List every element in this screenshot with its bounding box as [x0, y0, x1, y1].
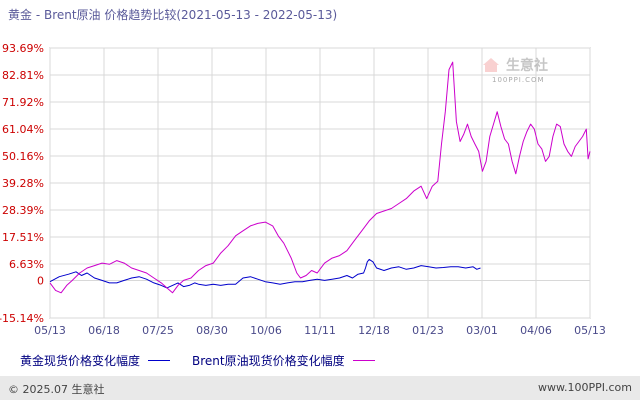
y-tick-label: 28.39% — [2, 204, 44, 217]
x-tick-label: 06/18 — [88, 324, 120, 337]
y-tick-label: 6.63% — [9, 258, 44, 271]
footer-bar: © 2025.07 生意社 www.100PPI.com — [0, 376, 640, 400]
x-tick-label: 03/01 — [466, 324, 498, 337]
series-line-brent — [49, 61, 591, 294]
y-tick-label: 50.16% — [2, 150, 44, 163]
watermark-text: 生意社 — [506, 58, 548, 74]
x-tick-label: 10/06 — [250, 324, 282, 337]
chart-canvas: 93.69% 82.81% 71.92% 61.04% 50.16% 39.28% 28.3… — [0, 42, 606, 337]
x-tick-label: 08/30 — [196, 324, 228, 337]
footer-copyright: © 2025.07 生意社 — [8, 383, 105, 396]
axis-layer: 93.69% 82.81% 71.92% 61.04% 50.16% 39.28% 28.3… — [0, 42, 606, 337]
x-tick-label: 07/25 — [142, 324, 174, 337]
footer-site-link[interactable]: www.100PPI.com — [538, 381, 632, 394]
y-tick-label: 71.92% — [2, 96, 44, 109]
x-tick-label: 05/13 — [574, 324, 606, 337]
legend-label-gold: 黄金现货价格变化幅度 — [20, 354, 141, 368]
x-tick-label: 12/18 — [358, 324, 390, 337]
y-tick-label: 0 — [37, 274, 44, 287]
legend-item-brent: Brent原油现货价格变化幅度 — [192, 352, 375, 369]
watermark-subtext: 100PPI.COM — [492, 76, 545, 84]
y-tick-label: 39.28% — [2, 177, 44, 190]
y-tick-label: 93.69% — [2, 42, 44, 55]
grid-layer — [49, 47, 591, 319]
legend-item-gold: 黄金现货价格变化幅度 — [20, 352, 171, 369]
y-tick-label: -15.14% — [0, 312, 44, 325]
legend-line-gold — [148, 360, 171, 361]
watermark-logo: 生意社 — [482, 55, 548, 75]
y-tick-label: 17.51% — [2, 231, 44, 244]
chart-title: 黄金 - Brent原油 价格趋势比较(2021-05-13 - 2022-05… — [8, 8, 338, 22]
x-tick-label: 01/23 — [412, 324, 444, 337]
legend-line-brent — [352, 360, 375, 361]
legend-label-brent: Brent原油现货价格变化幅度 — [192, 354, 345, 368]
legend: 黄金现货价格变化幅度 Brent原油现货价格变化幅度 — [20, 352, 397, 369]
x-tick-label: 05/13 — [34, 324, 66, 337]
x-tick-label: 04/06 — [520, 324, 552, 337]
x-tick-label: 11/11 — [304, 324, 336, 337]
series-line-gold — [49, 258, 481, 289]
series-layer — [49, 61, 591, 294]
y-tick-label: 61.04% — [2, 123, 44, 136]
house-icon — [482, 57, 500, 73]
y-tick-label: 82.81% — [2, 69, 44, 82]
